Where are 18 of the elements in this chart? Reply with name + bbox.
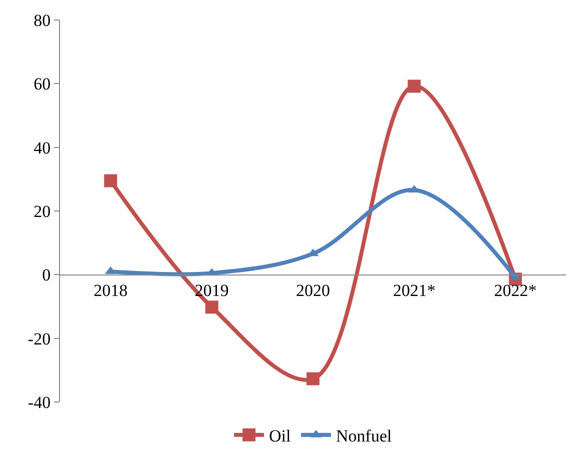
x-tick-label: 2021* xyxy=(392,281,436,300)
y-tick-label: -40 xyxy=(28,392,51,412)
legend-label: Oil xyxy=(269,426,291,446)
y-tick-label: -20 xyxy=(28,329,51,348)
point xyxy=(104,174,118,188)
x-tick-label: 2022* xyxy=(494,281,537,300)
y-tick-label: 0 xyxy=(42,266,51,285)
y-tick-label: 20 xyxy=(34,202,51,221)
point xyxy=(205,300,218,314)
point xyxy=(408,80,421,93)
y-tick-label: 80 xyxy=(34,10,51,30)
y-tick-label: 40 xyxy=(34,138,51,158)
x-tick-label: 2018 xyxy=(94,281,128,300)
y-tick-label: 60 xyxy=(34,74,51,94)
legend-label: Nonfuel xyxy=(336,426,392,446)
x-tick-label: 2019 xyxy=(194,281,229,300)
x-tick-label: 2020 xyxy=(296,281,330,300)
point xyxy=(306,372,320,386)
